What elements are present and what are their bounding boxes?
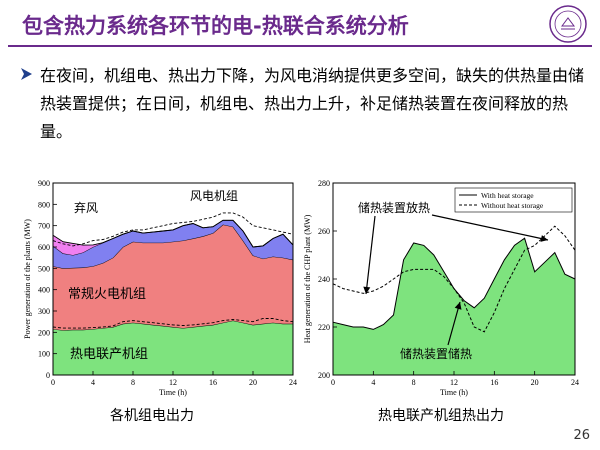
chart1-xtick-label: 0: [51, 378, 55, 387]
chart1-annotation-chp: 热电联产机组: [70, 347, 148, 362]
chart2-caption: 热电联产机组热出力: [378, 408, 504, 424]
chart2-arrowhead: [454, 302, 462, 310]
chart2-with-storage-area: [333, 238, 575, 375]
chart2-ytick-label: 200: [318, 371, 330, 380]
bullet-item: 在夜间，机组电、热出力下降，为风电消纳提供更多空间，缺失的供热量由储热装置提供；…: [18, 62, 588, 146]
chart2-ytick-label: 240: [318, 275, 330, 284]
chart1-ytick-label: 500: [38, 264, 50, 273]
chart2-annotation-charge: 储热装置储热: [400, 346, 472, 361]
chart2-legend-box: [454, 187, 573, 213]
chart2-ytick-label: 220: [318, 323, 330, 332]
chart1-xlabel: Time (h): [159, 388, 187, 397]
chart2-xtick-label: 20: [531, 378, 539, 387]
chart2-legend-entry: With heat storage: [481, 191, 534, 200]
chart1-dashed-line: [52, 212, 294, 247]
chart2-without-storage-line: [332, 225, 576, 333]
chart1-xtick-label: 24: [289, 378, 297, 387]
chart2-annotation-arrow: [431, 214, 549, 241]
university-seal-icon: [549, 5, 587, 43]
chart1-dashed-line: [52, 318, 294, 329]
chart1-xtick-label: 8: [131, 378, 135, 387]
chart2-xtick-label: 24: [571, 378, 579, 387]
chart1-ytick-label: 300: [38, 307, 50, 316]
chart1-ytick-label: 700: [38, 222, 50, 231]
chart2-xlabel: Time (h): [440, 388, 468, 397]
chart1-ytick-label: 200: [38, 328, 50, 337]
chart1-annotation-curtailment: 弃风: [74, 200, 98, 215]
chart1-chp-area: [53, 320, 293, 375]
chart1-ytick-label: 600: [38, 243, 50, 252]
chart1-xtick-label: 20: [249, 378, 257, 387]
arrow-bullet-icon: [21, 68, 32, 80]
chart2-xtick-label: 16: [490, 378, 498, 387]
chart2-xtick-label: 4: [371, 378, 375, 387]
chart1-ytick-label: 900: [38, 179, 50, 188]
chart1-wind-area: [53, 220, 293, 269]
chart2-annotation-arrow: [447, 301, 461, 346]
chart2-annotation-arrow: [365, 215, 376, 295]
chart1-annotation-thermal: 常规火电机组: [68, 287, 146, 302]
chart1-annotation-wind: 风电机组: [190, 189, 238, 203]
chart1-curtailment-area: [53, 220, 293, 256]
chart1-ytick-label: 0: [46, 371, 50, 380]
chart1-ylabel: Power generation of the plants (MW): [23, 219, 32, 339]
chart1-thermal-area: [53, 224, 293, 331]
title-divider: [8, 45, 592, 47]
chart1-curtailment-area-line: [52, 219, 294, 248]
chart2-arrowhead: [540, 235, 548, 242]
chart1-xtick-label: 12: [169, 378, 177, 387]
chart1-xtick-label: 16: [209, 378, 217, 387]
chart1-ytick-label: 100: [38, 350, 50, 359]
chart2-annotation-discharge: 储热装置放热: [358, 200, 430, 215]
chart2-ylabel: Heat generation of the CHP plant (MW): [303, 214, 312, 343]
slide-title: 包含热力系统各环节的电-热联合系统分析: [22, 14, 409, 38]
chart2-xtick-label: 8: [412, 378, 416, 387]
chart1-ytick-label: 400: [38, 286, 50, 295]
chart2-arrowhead: [363, 286, 371, 294]
chart1-caption: 各机组电出力: [110, 408, 194, 424]
bullet-text: 在夜间，机组电、热出力下降，为风电消纳提供更多空间，缺失的供热量由储热装置提供；…: [40, 66, 585, 141]
chart2-ytick-label: 260: [318, 227, 330, 236]
chart1-ytick-label: 800: [38, 200, 50, 209]
chart2-xtick-label: 0: [331, 378, 335, 387]
page-number: 26: [573, 428, 590, 443]
chart1-xtick-label: 4: [91, 378, 95, 387]
chart2-xtick-label: 12: [450, 378, 458, 387]
chart2-legend-entry: Without heat storage: [481, 201, 544, 210]
chart2-ytick-label: 280: [318, 179, 330, 188]
